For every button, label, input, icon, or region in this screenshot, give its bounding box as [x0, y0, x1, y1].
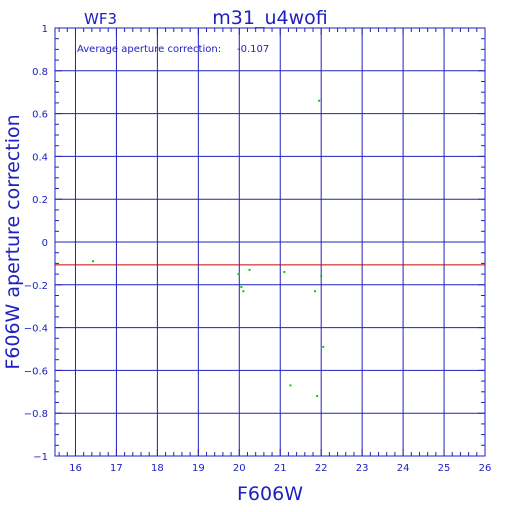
chip-label: WF3	[84, 10, 117, 28]
y-tick-label: 0.6	[32, 110, 48, 121]
x-tick-labels: 16 17 18 19 20 21 22 23 24 25 26	[69, 463, 491, 474]
x-tick-label: 19	[192, 463, 205, 474]
grid-lines	[55, 28, 485, 456]
x-axis-label: F606W	[237, 483, 303, 505]
data-points	[92, 99, 325, 398]
data-point	[240, 285, 243, 288]
y-tick-label: 0.4	[32, 152, 48, 163]
data-point	[320, 275, 323, 278]
data-point	[237, 273, 240, 276]
y-tick-label: 0.2	[32, 195, 48, 206]
data-point	[248, 268, 251, 271]
x-tick-label: 20	[233, 463, 246, 474]
y-tick-label: −0.4	[24, 324, 48, 335]
x-tick-label: 25	[438, 463, 451, 474]
data-point	[322, 345, 325, 348]
y-axis-label: F606W aperture correction	[2, 114, 24, 369]
x-tick-label: 21	[274, 463, 287, 474]
data-point	[242, 290, 245, 293]
y-tick-labels: −1 −0.8 −0.6 −0.4 −0.2 0 0.2 0.4 0.6 0.8 1	[24, 24, 48, 463]
x-tick-label: 22	[315, 463, 328, 474]
x-tick-label: 26	[479, 463, 492, 474]
x-tick-label: 16	[69, 463, 82, 474]
y-tick-label: −0.8	[24, 409, 48, 420]
chart-title: m31_u4wofi	[212, 7, 327, 29]
x-tick-label: 23	[356, 463, 369, 474]
annotation-value: -0.107	[237, 44, 269, 55]
data-point	[283, 270, 286, 273]
data-point	[289, 384, 292, 387]
data-point	[92, 260, 95, 263]
data-point	[314, 290, 317, 293]
y-tick-label: 0.8	[32, 67, 48, 78]
data-point	[316, 395, 319, 398]
y-tick-label: −0.6	[24, 366, 48, 377]
x-tick-label: 17	[110, 463, 123, 474]
y-tick-label: 0	[42, 238, 48, 249]
y-tick-label: 1	[42, 24, 48, 35]
x-tick-label: 24	[397, 463, 410, 474]
annotation-label: Average aperture correction:	[77, 44, 221, 55]
x-tick-label: 18	[151, 463, 164, 474]
data-point	[318, 99, 321, 102]
y-tick-label: −0.2	[24, 281, 48, 292]
plot-frame	[54, 27, 486, 457]
y-tick-label: −1	[33, 452, 48, 463]
